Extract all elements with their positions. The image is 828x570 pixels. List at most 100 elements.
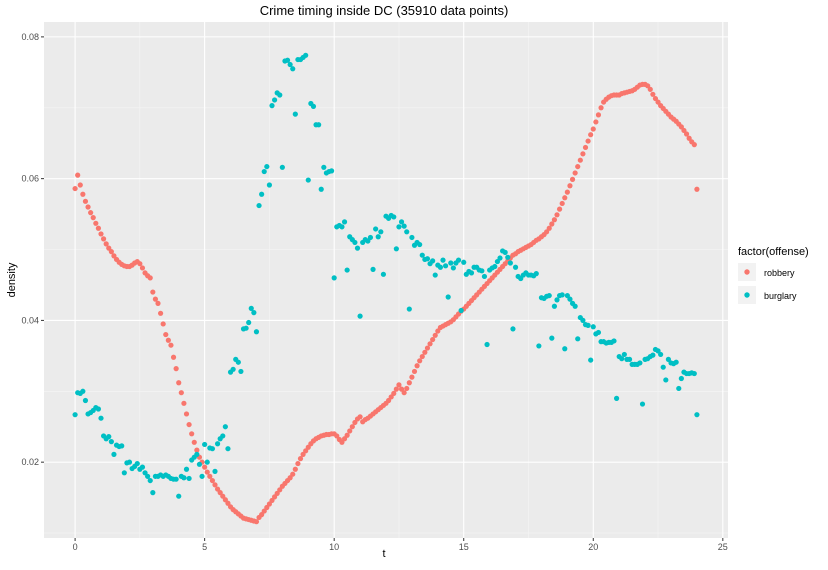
burglary-point xyxy=(82,397,89,404)
burglary-point xyxy=(445,294,451,300)
burglary-point xyxy=(551,303,558,309)
robbery-point xyxy=(150,289,156,295)
y-tick-label: 0.06 xyxy=(21,174,39,184)
robbery-point xyxy=(562,195,568,201)
robbery-point xyxy=(683,131,690,137)
burglary-point xyxy=(613,395,620,401)
robbery-point xyxy=(401,390,407,396)
burglary-point xyxy=(220,433,226,439)
robbery-point xyxy=(297,456,304,462)
burglary-point xyxy=(424,256,431,262)
burglary-point xyxy=(259,191,265,197)
burglary-point xyxy=(279,164,285,170)
robbery-point xyxy=(75,172,81,178)
burglary-point xyxy=(417,241,423,248)
robbery-point xyxy=(582,144,589,151)
burglary-point xyxy=(585,322,591,328)
burglary-point xyxy=(352,239,358,246)
robbery-point xyxy=(349,424,355,430)
burglary-point xyxy=(512,264,519,270)
burglary-point xyxy=(238,368,244,375)
robbery-point xyxy=(546,225,552,231)
robbery-point xyxy=(204,469,210,475)
burglary-point xyxy=(222,424,228,430)
burglary-point xyxy=(590,324,596,330)
robbery-point xyxy=(417,358,423,364)
burglary-point xyxy=(637,360,643,366)
burglary-point xyxy=(437,264,444,270)
robbery-point xyxy=(155,300,161,306)
burglary-point xyxy=(95,406,102,412)
burglary-point xyxy=(448,260,454,266)
burglary-point xyxy=(305,177,311,183)
burglary-point xyxy=(196,461,203,467)
burglary-point xyxy=(639,401,646,407)
robbery-point xyxy=(98,231,104,237)
robbery-point xyxy=(295,460,301,467)
burglary-point xyxy=(321,164,327,170)
burglary-point xyxy=(176,493,182,499)
data-points xyxy=(72,52,700,525)
robbery-point xyxy=(212,482,218,488)
burglary-point xyxy=(401,223,407,229)
burglary-point xyxy=(204,459,210,465)
robbery-point xyxy=(427,341,433,347)
burglary-point xyxy=(660,364,666,370)
y-tick-label: 0.08 xyxy=(21,32,39,42)
burglary-point xyxy=(505,254,511,260)
x-tick-label: 10 xyxy=(329,542,339,552)
burglary-point xyxy=(626,356,633,362)
robbery-point xyxy=(100,236,107,242)
burglary-point xyxy=(253,329,260,335)
burglary-point xyxy=(194,451,200,457)
burglary-point xyxy=(559,292,565,298)
robbery-point xyxy=(72,185,78,192)
burglary-point xyxy=(611,338,617,344)
robbery-point xyxy=(564,189,570,195)
burglary-point xyxy=(310,103,317,109)
burglary-point xyxy=(673,359,679,365)
burglary-point xyxy=(658,351,664,358)
robbery-point xyxy=(88,210,94,216)
robbery-point xyxy=(253,519,260,525)
burglary-point xyxy=(572,303,578,309)
robbery-point xyxy=(572,170,578,176)
burglary-point xyxy=(546,292,552,299)
burglary-point xyxy=(341,219,348,225)
robbery-point xyxy=(551,217,558,223)
x-axis-label: t xyxy=(382,548,385,560)
burglary-point xyxy=(251,310,257,316)
burglary-point xyxy=(370,266,376,272)
robbery-point xyxy=(292,466,298,472)
x-tick-label: 25 xyxy=(718,542,728,552)
burglary-point xyxy=(212,468,218,474)
robbery-point xyxy=(93,220,99,226)
robbery-point xyxy=(391,390,397,397)
robbery-point xyxy=(189,431,195,437)
burglary-point xyxy=(430,258,436,264)
burglary-point xyxy=(284,57,291,63)
burglary-point xyxy=(303,52,309,58)
burglary-point xyxy=(567,296,573,302)
robbery-point xyxy=(157,310,164,316)
robbery-point xyxy=(173,366,179,372)
burglary-point xyxy=(243,325,249,331)
robbery-point xyxy=(577,157,583,163)
burglary-point xyxy=(676,385,682,392)
robbery-point xyxy=(588,132,594,138)
robbery-point xyxy=(163,331,169,338)
burglary-point xyxy=(458,307,464,314)
burglary-point xyxy=(292,111,298,117)
robbery-point xyxy=(406,380,412,386)
robbery-point xyxy=(432,332,438,338)
robbery-point xyxy=(160,321,166,327)
robbery-point xyxy=(137,261,143,267)
burglary-point xyxy=(106,434,112,440)
burglary-point xyxy=(678,375,684,382)
burglary-point xyxy=(536,343,542,349)
robbery-point xyxy=(290,471,296,477)
burglary-point xyxy=(316,122,322,128)
x-tick-label: 5 xyxy=(202,542,207,552)
burglary-point xyxy=(111,451,117,457)
